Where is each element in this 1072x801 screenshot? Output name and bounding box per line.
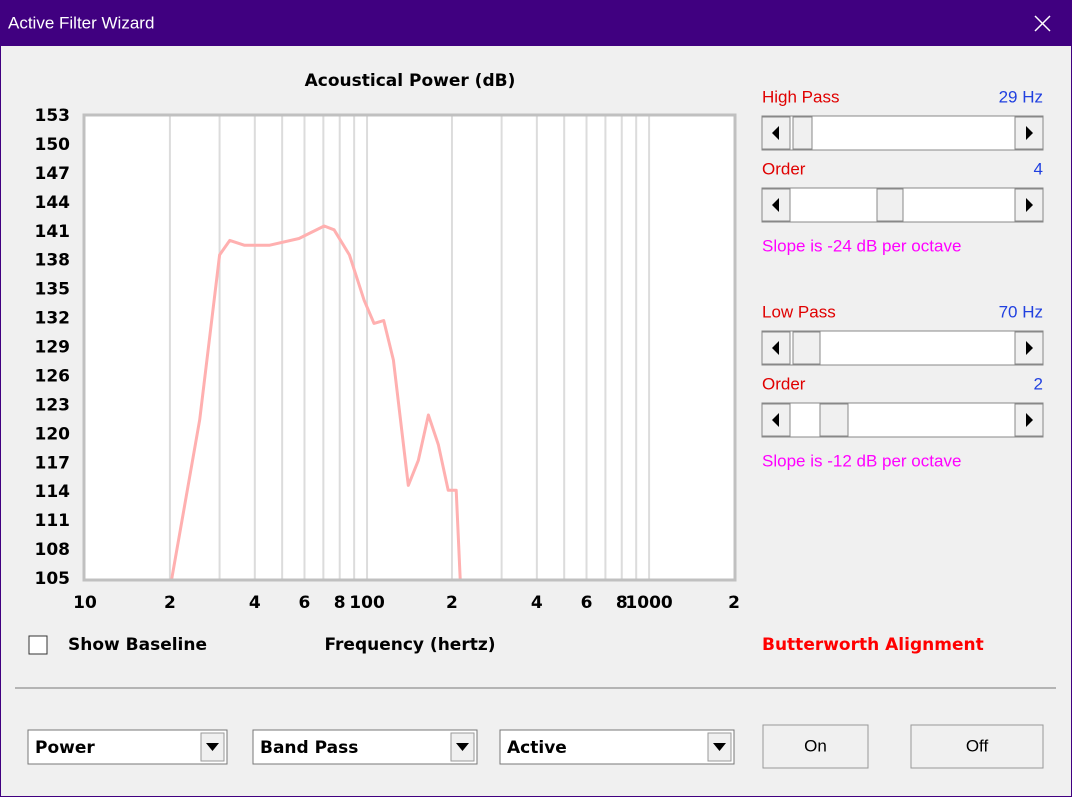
y-tick-label: 135	[35, 280, 71, 300]
x-tick-label: 4	[249, 593, 261, 613]
slope-text: Slope is -12 dB per octave	[762, 451, 961, 470]
arrow-icon	[1026, 413, 1033, 427]
dropdown[interactable]: Power	[27, 729, 228, 765]
slider[interactable]	[761, 402, 1044, 438]
arrow-icon	[206, 743, 219, 751]
plot-border	[82, 113, 737, 582]
close-button[interactable]	[1018, 2, 1068, 44]
x-tick-label: 8	[616, 593, 628, 613]
dropdown-box[interactable]	[499, 729, 735, 765]
y-tick-label: 144	[35, 193, 71, 213]
x-tick-label: 2	[728, 593, 740, 613]
y-tick-label: 150	[35, 135, 71, 155]
dropdown-value[interactable]: Active	[507, 738, 567, 758]
slider-track[interactable]	[761, 402, 1044, 438]
close-icon	[1034, 15, 1051, 32]
slider[interactable]	[761, 330, 1044, 366]
y-tick-label: 120	[35, 424, 71, 444]
arrow-icon	[1026, 341, 1033, 355]
y-tick-label: 111	[35, 511, 71, 531]
controls: Power Band Pass Active On Off	[27, 115, 1044, 769]
y-tick-label: 126	[35, 366, 71, 386]
y-tick-label: 129	[35, 338, 71, 358]
y-tick-label: 132	[35, 309, 71, 329]
arrow-icon	[772, 413, 779, 427]
checkbox[interactable]	[28, 635, 48, 655]
arrow-icon	[1026, 198, 1033, 212]
button-label[interactable]: On	[804, 736, 827, 755]
y-tick-label: 117	[35, 453, 71, 473]
x-tick-label: 1000	[625, 593, 672, 613]
dropdown[interactable]: Band Pass	[252, 729, 478, 765]
y-tick-label: 141	[35, 222, 71, 242]
slider[interactable]	[761, 115, 1044, 151]
dropdown-box[interactable]	[252, 729, 478, 765]
x-tick-label: 6	[299, 593, 311, 613]
x-tick-label: 2	[446, 593, 458, 613]
x-tick-label: 10	[73, 593, 97, 613]
x-axis-label: Frequency (hertz)	[325, 635, 496, 655]
high-pass-label: High Pass	[762, 87, 839, 106]
x-tick-label: 6	[581, 593, 593, 613]
arrow-icon	[1026, 126, 1033, 140]
y-tick-label: 114	[35, 482, 71, 502]
high-pass-value: 29 Hz	[999, 87, 1043, 106]
chart-title: Acoustical Power (dB)	[305, 71, 516, 91]
slider-thumb[interactable]	[876, 188, 904, 222]
dropdown[interactable]: Active	[499, 729, 735, 765]
y-tick-label: 108	[35, 540, 71, 560]
dropdown-box[interactable]	[27, 729, 228, 765]
y-tick-label: 105	[35, 569, 71, 589]
order-label: Order	[762, 374, 806, 393]
slider-thumb[interactable]	[792, 116, 813, 150]
alignment-text: Butterworth Alignment	[762, 635, 984, 655]
x-tick-label: 4	[531, 593, 543, 613]
data-line	[170, 224, 462, 580]
slider-arrow-button[interactable]	[1014, 116, 1044, 150]
slider-thumb[interactable]	[819, 403, 849, 437]
arrow-icon	[713, 743, 726, 751]
button-label[interactable]: Off	[966, 736, 989, 755]
dropdown-value[interactable]: Power	[35, 738, 95, 758]
order-value: 4	[1034, 159, 1043, 178]
x-tick-label: 8	[334, 593, 346, 613]
low-pass-value: 70 Hz	[999, 302, 1043, 321]
checkbox-label[interactable]: Show Baseline	[68, 635, 207, 655]
y-tick-label: 138	[35, 251, 71, 271]
arrow-icon	[772, 341, 779, 355]
x-tick-label: 2	[164, 593, 176, 613]
slope-text: Slope is -24 dB per octave	[762, 236, 961, 255]
plot-area	[85, 116, 734, 579]
button[interactable]	[762, 724, 869, 769]
slider-thumb[interactable]	[792, 331, 821, 365]
dropdown-value[interactable]: Band Pass	[260, 738, 358, 758]
arrow-icon	[456, 743, 469, 751]
slider[interactable]	[761, 187, 1044, 223]
order-value: 2	[1034, 374, 1043, 393]
y-tick-label: 123	[35, 395, 71, 415]
button[interactable]	[910, 724, 1044, 769]
arrow-icon	[772, 198, 779, 212]
y-tick-label: 153	[35, 106, 71, 126]
slider-arrow-button[interactable]	[1014, 188, 1044, 222]
window-title: Active Filter Wizard	[8, 13, 154, 32]
arrow-icon	[772, 126, 779, 140]
x-tick-label: 100	[349, 593, 385, 613]
title-bar	[0, 0, 1072, 46]
low-pass-label: Low Pass	[762, 302, 836, 321]
y-tick-label: 147	[35, 164, 71, 184]
order-label: Order	[762, 159, 806, 178]
